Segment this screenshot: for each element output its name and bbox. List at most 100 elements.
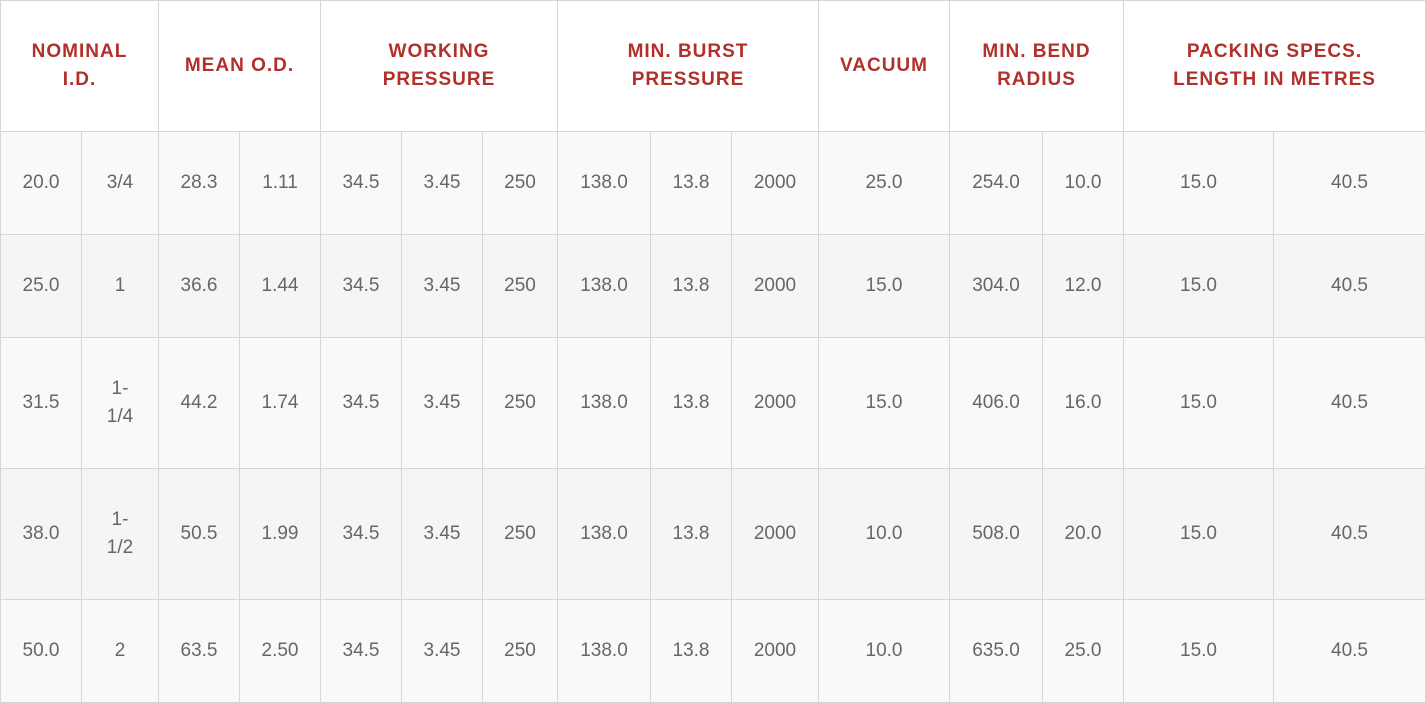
cell-nominal-id-in-line-2: 1/4 [106,406,134,427]
cell-nominal-id-in-line: 3/4 [106,172,134,193]
cell-working-pressure-1: 34.5 [320,337,402,469]
cell-packing-2: 40.5 [1273,337,1425,469]
cell-working-pressure-1: 34.5 [320,599,402,703]
cell-nominal-id-in: 3/4 [81,131,159,235]
header-min-bend-radius: MIN. BEND RADIUS [948,0,1125,132]
cell-burst-pressure-1: 138.0 [557,234,651,338]
cell-nominal-id-in-line-1: 1- [111,509,129,530]
cell-packing-1: 15.0 [1123,131,1275,235]
cell-nominal-id-in: 2 [81,599,159,703]
cell-bend-radius-1: 508.0 [949,468,1043,600]
header-working-pressure-line-1: WORKING [388,41,490,62]
cell-bend-radius-1: 304.0 [949,234,1043,338]
cell-burst-pressure-1: 138.0 [557,599,651,703]
cell-burst-pressure-3: 2000 [731,131,819,235]
header-nominal-id-line-2: I.D. [62,69,97,90]
cell-nominal-id-in: 1 [81,234,159,338]
cell-packing-1: 15.0 [1123,234,1275,338]
cell-nominal-id-in: 1- 1/4 [81,337,159,469]
header-working-pressure-line-2: PRESSURE [382,69,496,90]
cell-mean-od-mm: 50.5 [158,468,240,600]
cell-burst-pressure-3: 2000 [731,234,819,338]
cell-nominal-id-mm: 25.0 [0,234,82,338]
table-row: 38.0 1- 1/2 50.5 1.99 34.5 3.45 250 138.… [0,468,1425,600]
cell-working-pressure-1: 34.5 [320,468,402,600]
cell-burst-pressure-1: 138.0 [557,131,651,235]
cell-nominal-id-in: 1- 1/2 [81,468,159,600]
cell-packing-1: 15.0 [1123,337,1275,469]
cell-mean-od-mm: 28.3 [158,131,240,235]
header-packing-specs-line-2: LENGTH IN METRES [1173,69,1376,90]
cell-working-pressure-3: 250 [482,337,558,469]
cell-vacuum: 15.0 [818,337,950,469]
cell-nominal-id-mm: 50.0 [0,599,82,703]
cell-bend-radius-2: 12.0 [1041,234,1125,338]
cell-burst-pressure-3: 2000 [731,468,819,600]
cell-working-pressure-1: 34.5 [320,131,402,235]
header-vacuum: VACUUM [818,0,950,132]
cell-burst-pressure-1: 138.0 [557,337,651,469]
header-packing-specs: PACKING SPECS. LENGTH IN METRES [1123,0,1425,132]
cell-working-pressure-2: 3.45 [401,234,483,338]
cell-working-pressure-2: 3.45 [401,468,483,600]
cell-burst-pressure-3: 2000 [731,599,819,703]
cell-vacuum: 15.0 [818,234,950,338]
header-row: NOMINAL I.D. MEAN O.D. WORKING PRESSURE … [0,0,1425,132]
cell-packing-2: 40.5 [1273,468,1425,600]
cell-burst-pressure-2: 13.8 [650,599,732,703]
header-nominal-id: NOMINAL I.D. [0,0,159,132]
header-working-pressure: WORKING PRESSURE [320,0,558,132]
cell-vacuum: 10.0 [818,468,950,600]
cell-bend-radius-1: 635.0 [949,599,1043,703]
cell-nominal-id-mm: 38.0 [0,468,82,600]
header-mean-od: MEAN O.D. [158,0,321,132]
cell-burst-pressure-2: 13.8 [650,468,732,600]
cell-working-pressure-3: 250 [482,599,558,703]
cell-mean-od-mm: 36.6 [158,234,240,338]
cell-working-pressure-3: 250 [482,468,558,600]
cell-mean-od-in: 1.74 [239,337,321,469]
cell-mean-od-in: 1.44 [239,234,321,338]
header-mean-od-line-1: MEAN O.D. [184,55,295,76]
cell-nominal-id-in-line: 2 [114,640,126,661]
cell-nominal-id-mm: 20.0 [0,131,82,235]
cell-burst-pressure-2: 13.8 [650,131,732,235]
cell-packing-2: 40.5 [1273,234,1425,338]
cell-working-pressure-2: 3.45 [401,131,483,235]
cell-bend-radius-2: 20.0 [1041,468,1125,600]
table-row: 50.0 2 63.5 2.50 34.5 3.45 250 138.0 13.… [0,599,1425,703]
cell-working-pressure-2: 3.45 [401,337,483,469]
cell-working-pressure-1: 34.5 [320,234,402,338]
cell-vacuum: 25.0 [818,131,950,235]
cell-bend-radius-2: 16.0 [1041,337,1125,469]
cell-working-pressure-2: 3.45 [401,599,483,703]
cell-nominal-id-in-line: 1 [114,275,126,296]
header-min-burst-pressure-line-2: PRESSURE [631,69,745,90]
table-row: 25.0 1 36.6 1.44 34.5 3.45 250 138.0 13.… [0,234,1425,338]
header-min-bend-radius-line-2: RADIUS [997,69,1076,90]
cell-mean-od-in: 2.50 [239,599,321,703]
table-row: 20.0 3/4 28.3 1.11 34.5 3.45 250 138.0 1… [0,131,1425,235]
cell-burst-pressure-2: 13.8 [650,337,732,469]
cell-nominal-id-mm: 31.5 [0,337,82,469]
cell-mean-od-mm: 63.5 [158,599,240,703]
cell-working-pressure-3: 250 [482,131,558,235]
cell-vacuum: 10.0 [818,599,950,703]
header-vacuum-line-1: VACUUM [840,55,928,76]
cell-mean-od-in: 1.99 [239,468,321,600]
cell-packing-1: 15.0 [1123,468,1275,600]
cell-nominal-id-in-line-2: 1/2 [106,537,134,558]
header-min-burst-pressure-line-1: MIN. BURST [627,41,749,62]
cell-burst-pressure-2: 13.8 [650,234,732,338]
cell-packing-1: 15.0 [1123,599,1275,703]
cell-mean-od-mm: 44.2 [158,337,240,469]
header-nominal-id-line-1: NOMINAL [31,41,128,62]
cell-burst-pressure-3: 2000 [731,337,819,469]
cell-bend-radius-1: 254.0 [949,131,1043,235]
cell-bend-radius-1: 406.0 [949,337,1043,469]
header-packing-specs-line-1: PACKING SPECS. [1186,41,1363,62]
header-min-bend-radius-line-1: MIN. BEND [982,41,1091,62]
cell-burst-pressure-1: 138.0 [557,468,651,600]
cell-packing-2: 40.5 [1273,131,1425,235]
